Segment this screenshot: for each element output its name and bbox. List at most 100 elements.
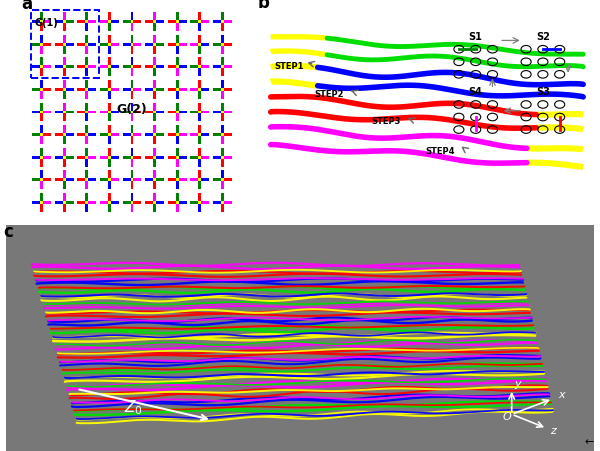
Bar (199, 134, 201, 137)
Bar (190, 89, 200, 92)
Bar (176, 203, 179, 212)
Bar (145, 21, 155, 24)
Bar (132, 21, 142, 24)
Bar (64, 111, 74, 114)
Bar (131, 113, 133, 122)
Bar (153, 89, 156, 92)
Bar (177, 111, 187, 114)
Bar (77, 111, 87, 114)
Bar (77, 21, 87, 24)
Bar (132, 89, 142, 92)
Bar (108, 90, 111, 100)
Bar (108, 193, 111, 203)
Bar (176, 58, 179, 68)
Bar (108, 156, 111, 159)
Text: STEP1: STEP1 (274, 62, 304, 71)
Bar (223, 134, 232, 137)
Bar (108, 180, 111, 190)
Bar (63, 193, 65, 203)
Bar (153, 126, 156, 135)
Bar (176, 68, 179, 77)
Bar (77, 202, 87, 204)
Bar (153, 13, 156, 23)
Bar (190, 202, 200, 204)
Bar (153, 156, 156, 159)
Bar (32, 134, 41, 137)
Bar (85, 36, 88, 45)
Bar (108, 111, 111, 114)
Bar (108, 45, 111, 55)
Bar (131, 193, 133, 203)
Bar (131, 180, 133, 190)
Bar (213, 44, 223, 46)
Bar (176, 202, 179, 204)
Bar (221, 58, 224, 68)
Bar (132, 111, 142, 114)
Bar (40, 156, 43, 159)
Bar (199, 180, 201, 190)
Bar (200, 156, 209, 159)
Bar (131, 36, 133, 45)
Bar (213, 179, 223, 182)
Bar (221, 66, 224, 69)
Bar (85, 148, 88, 158)
Bar (100, 179, 109, 182)
Bar (177, 156, 187, 159)
Bar (177, 179, 187, 182)
Bar (108, 103, 111, 113)
Bar (199, 126, 201, 135)
Bar (122, 66, 132, 69)
Bar (221, 135, 224, 145)
Bar (31, 11, 98, 78)
Bar (200, 134, 209, 137)
Bar (32, 179, 41, 182)
Bar (131, 179, 133, 182)
Bar (145, 66, 155, 69)
Bar (199, 21, 201, 24)
Bar (40, 90, 43, 100)
Text: G(1): G(1) (35, 18, 59, 28)
Bar (155, 111, 164, 114)
Bar (132, 202, 142, 204)
Bar (177, 89, 187, 92)
Bar (168, 66, 177, 69)
Bar (108, 66, 111, 69)
Bar (176, 90, 179, 100)
Bar (199, 179, 201, 182)
Bar (109, 179, 119, 182)
Bar (55, 202, 64, 204)
Bar (87, 66, 96, 69)
Bar (177, 44, 187, 46)
Bar (100, 21, 109, 24)
Bar (153, 158, 156, 167)
Bar (41, 202, 51, 204)
Bar (41, 44, 51, 46)
Bar (63, 203, 65, 212)
Bar (155, 21, 164, 24)
Bar (40, 45, 43, 55)
Bar (221, 180, 224, 190)
Bar (153, 171, 156, 180)
Bar (131, 58, 133, 68)
Bar (100, 89, 109, 92)
Bar (176, 21, 179, 24)
Bar (55, 66, 64, 69)
Bar (40, 171, 43, 180)
Bar (131, 158, 133, 167)
Bar (85, 68, 88, 77)
Bar (153, 135, 156, 145)
Bar (131, 203, 133, 212)
Text: y: y (515, 378, 521, 388)
Bar (155, 179, 164, 182)
Bar (221, 158, 224, 167)
Bar (85, 193, 88, 203)
Bar (108, 113, 111, 122)
Bar (131, 68, 133, 77)
Bar (63, 148, 65, 158)
Bar (64, 134, 74, 137)
Bar (108, 203, 111, 212)
Bar (190, 156, 200, 159)
Bar (40, 193, 43, 203)
Text: G(2): G(2) (116, 103, 147, 116)
Text: ←: ← (584, 437, 594, 446)
